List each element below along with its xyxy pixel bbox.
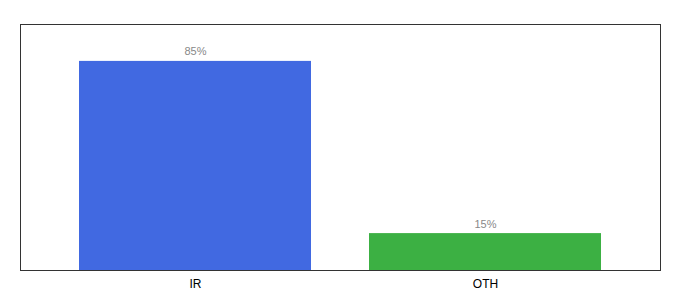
svg-text:85%: 85% [184, 45, 206, 57]
svg-text:IR: IR [190, 277, 202, 291]
svg-text:OTH: OTH [473, 277, 498, 291]
svg-text:15%: 15% [474, 218, 496, 230]
